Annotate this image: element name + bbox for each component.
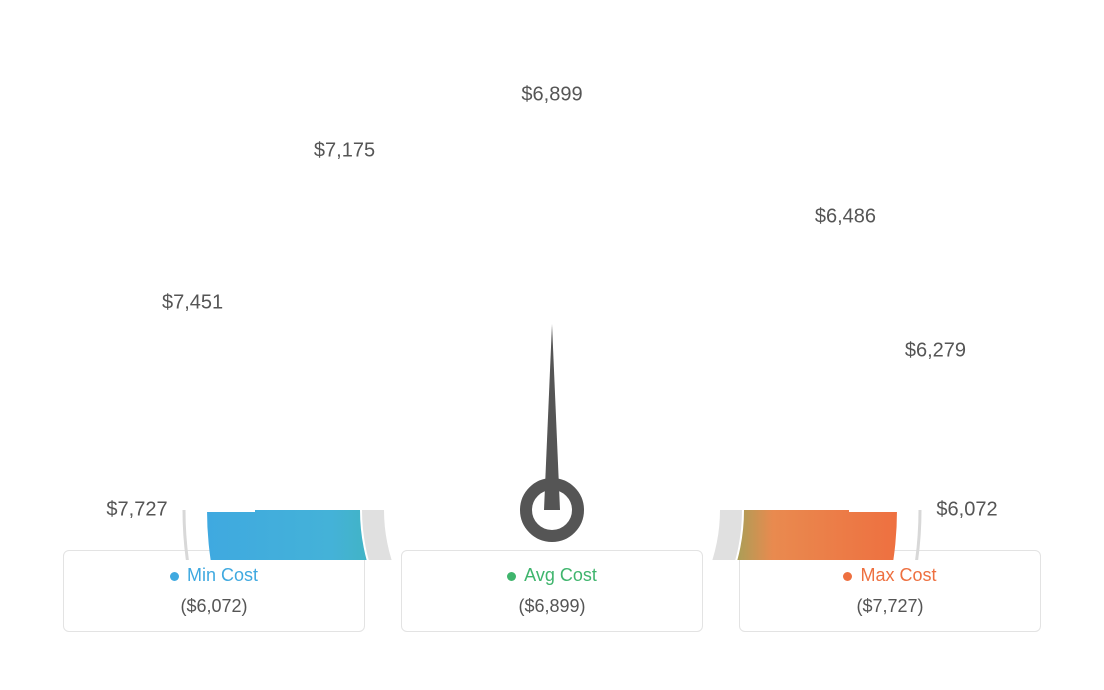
- legend-value-max: ($7,727): [740, 596, 1040, 617]
- gauge-tick-label: $7,175: [314, 139, 375, 162]
- legend-title-max: Max Cost: [740, 565, 1040, 586]
- legend-label-max: Max Cost: [860, 565, 936, 585]
- gauge-tick-label: $7,727: [106, 499, 167, 522]
- gauge-tick-label: $6,899: [521, 84, 582, 107]
- legend-title-avg: Avg Cost: [402, 565, 702, 586]
- legend-title-min: Min Cost: [64, 565, 364, 586]
- legend-box-avg: Avg Cost ($6,899): [401, 550, 703, 632]
- legend-value-min: ($6,072): [64, 596, 364, 617]
- gauge-tick-label: $7,451: [162, 291, 223, 314]
- gauge-chart: $6,072 $6,279 $6,486 $6,899 $7,175 $7,451 $7,7…: [0, 0, 1104, 560]
- legend-value-avg: ($6,899): [402, 596, 702, 617]
- legend-label-min: Min Cost: [187, 565, 258, 585]
- legend-label-avg: Avg Cost: [524, 565, 597, 585]
- gauge-tick-label: $6,279: [905, 340, 966, 363]
- gauge-tick-label: $6,486: [815, 205, 876, 228]
- legend-box-max: Max Cost ($7,727): [739, 550, 1041, 632]
- gauge-tick-label: $6,072: [936, 499, 997, 522]
- legend-dot-min: [170, 572, 179, 581]
- legend: Min Cost ($6,072) Avg Cost ($6,899) Max …: [0, 550, 1104, 632]
- legend-dot-max: [843, 572, 852, 581]
- legend-box-min: Min Cost ($6,072): [63, 550, 365, 632]
- legend-dot-avg: [507, 572, 516, 581]
